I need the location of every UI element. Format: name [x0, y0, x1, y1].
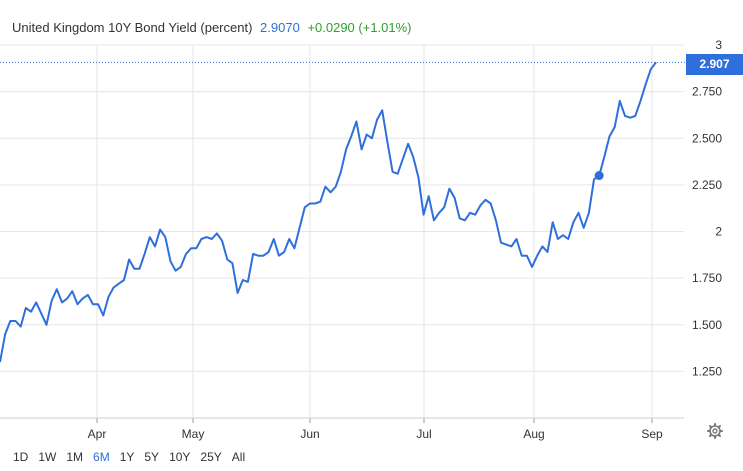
range-1y[interactable]: 1Y — [119, 450, 135, 464]
x-tick-label: Apr — [88, 427, 107, 441]
range-6m[interactable]: 6M — [93, 450, 110, 464]
range-all[interactable]: All — [231, 450, 246, 464]
chart-header: United Kingdom 10Y Bond Yield (percent) … — [12, 20, 412, 35]
y-tick-label: 2.250 — [692, 178, 722, 192]
range-1w[interactable]: 1W — [38, 450, 57, 464]
range-10y[interactable]: 10Y — [169, 450, 191, 464]
gear-icon[interactable] — [707, 423, 723, 439]
range-25y[interactable]: 25Y — [200, 450, 222, 464]
y-tick-label: 1.250 — [692, 364, 722, 378]
x-tick-label: Aug — [523, 427, 544, 441]
hover-point[interactable] — [594, 171, 604, 181]
y-tick-label: 1.750 — [692, 271, 722, 285]
range-1d[interactable]: 1D — [13, 450, 29, 464]
change-value: +0.0290 (+1.01%) — [307, 20, 412, 35]
y-tick-label: 3 — [715, 38, 722, 52]
y-tick-label: 2.750 — [692, 85, 722, 99]
x-tick-label: Jul — [416, 427, 431, 441]
last-price-badge: 2.907 — [686, 54, 743, 75]
x-tick-label: Sep — [641, 427, 663, 441]
range-selector: 1D 1W 1M 6M 1Y 5Y 10Y 25Y All — [8, 450, 250, 464]
range-1m[interactable]: 1M — [66, 450, 84, 464]
y-tick-label: 1.500 — [692, 318, 722, 332]
x-tick-label: May — [182, 427, 205, 441]
chart-title: United Kingdom 10Y Bond Yield (percent) — [12, 20, 253, 35]
series-line[interactable] — [0, 61, 657, 363]
range-5y[interactable]: 5Y — [144, 450, 160, 464]
y-tick-label: 2 — [715, 225, 722, 239]
last-value: 2.9070 — [260, 20, 300, 35]
x-tick-label: Jun — [300, 427, 319, 441]
y-tick-label: 2.500 — [692, 131, 722, 145]
